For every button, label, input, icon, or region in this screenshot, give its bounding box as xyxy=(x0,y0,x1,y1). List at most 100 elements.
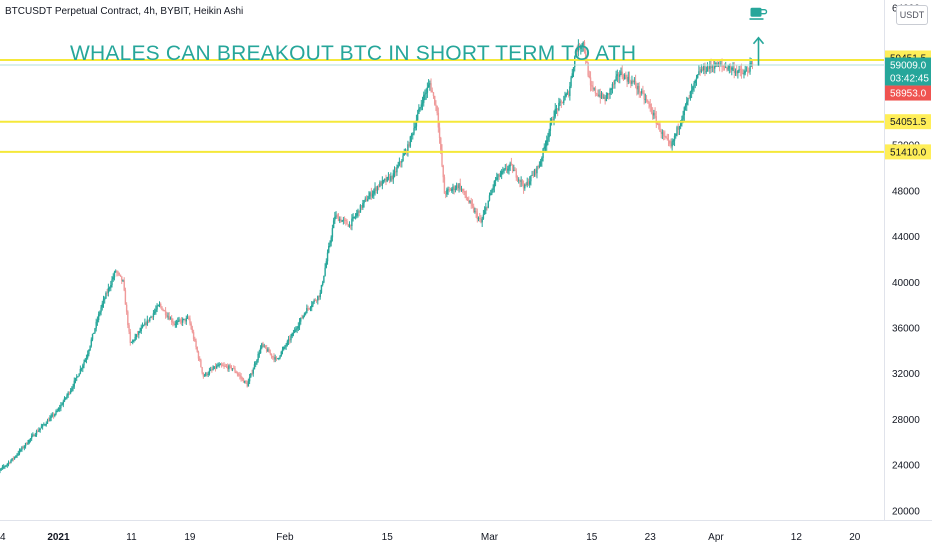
candle-body xyxy=(56,410,58,412)
candle-body xyxy=(0,468,2,470)
candle-body xyxy=(239,375,241,377)
price-tag-level[interactable]: 54051.5 xyxy=(885,114,931,130)
candle-body xyxy=(572,67,575,74)
candle-body xyxy=(441,149,443,166)
candle-body xyxy=(90,339,93,346)
candle-body xyxy=(216,365,218,369)
candle-body xyxy=(264,345,267,349)
candle-body xyxy=(191,328,194,333)
candle-body xyxy=(700,69,703,73)
candle-body xyxy=(328,246,330,253)
candle-body xyxy=(52,414,55,416)
x-tick-label: 19 xyxy=(184,532,196,543)
candle-body xyxy=(43,424,45,426)
candle-body xyxy=(164,310,167,316)
candle-body xyxy=(632,80,634,82)
candle-body xyxy=(546,140,548,146)
candle-body xyxy=(234,368,236,372)
price-tag-countdown[interactable]: 03:42:45 xyxy=(885,70,931,86)
candle-body xyxy=(194,338,196,341)
candle-body xyxy=(283,347,285,350)
candle-body xyxy=(609,89,611,95)
candle-body xyxy=(578,44,581,49)
candle-body xyxy=(207,373,209,375)
candle-body xyxy=(40,426,43,429)
candle-body xyxy=(476,212,479,220)
candle-body xyxy=(659,124,661,132)
candle-body xyxy=(287,338,290,342)
candle-body xyxy=(728,65,731,69)
candle-body xyxy=(649,103,651,107)
price-tag-level[interactable]: 51410.0 xyxy=(885,144,931,160)
coffee-cup-icon[interactable] xyxy=(749,7,768,20)
candle-body xyxy=(89,345,91,351)
candle-body xyxy=(29,438,32,440)
candle-body xyxy=(273,356,275,360)
cup-saucer xyxy=(749,18,764,20)
candle-body xyxy=(722,65,724,67)
candle-body xyxy=(469,201,471,203)
cup-handle xyxy=(761,9,768,15)
price-tag-last[interactable]: 59009.0 xyxy=(885,57,931,73)
candle-body xyxy=(532,174,535,176)
candle-body xyxy=(718,63,721,66)
candle-body xyxy=(172,321,174,324)
price-tag-heikin[interactable]: 58953.0 xyxy=(885,85,931,101)
currency-badge[interactable]: USDT xyxy=(896,5,928,25)
candle-body xyxy=(298,321,301,327)
x-tick-label: Mar xyxy=(481,532,499,543)
candle-body xyxy=(471,203,474,207)
candle-body xyxy=(230,365,233,370)
candle-body xyxy=(218,364,220,366)
candle-body xyxy=(306,308,308,314)
candle-body xyxy=(212,368,214,370)
candle-body xyxy=(723,66,726,68)
candle-body xyxy=(403,153,405,156)
candle-body xyxy=(500,171,503,175)
candle-body xyxy=(85,357,88,360)
candle-body xyxy=(100,307,102,313)
candle-body xyxy=(449,189,452,191)
candle-body xyxy=(701,69,704,71)
candle-body xyxy=(281,349,284,352)
candle-body xyxy=(133,340,135,342)
price-tag-bg xyxy=(885,57,931,73)
candle-body xyxy=(365,198,368,202)
candle-body xyxy=(150,316,152,318)
candle-body xyxy=(307,308,309,310)
candle-body xyxy=(684,104,687,108)
candle-body xyxy=(351,218,353,227)
candle-body xyxy=(163,310,166,312)
candle-body xyxy=(170,318,173,322)
candle-body xyxy=(168,316,170,320)
candle-body xyxy=(709,64,711,69)
candle-body xyxy=(569,86,571,96)
symbol-title[interactable]: BTCUSDT Perpetual Contract, 4h, BYBIT, H… xyxy=(5,6,244,17)
candle-body xyxy=(67,392,69,396)
candle-body xyxy=(295,329,297,331)
candle-body xyxy=(96,320,99,322)
candle-body xyxy=(726,67,728,70)
y-tick-label: 20000 xyxy=(892,506,920,517)
candle-body xyxy=(668,140,671,144)
candle-body xyxy=(219,364,222,366)
candle-body xyxy=(233,368,235,370)
candle-body xyxy=(289,338,291,341)
candle-body xyxy=(102,299,105,304)
candle-body xyxy=(190,323,192,329)
candle-body xyxy=(633,80,636,82)
candle-body xyxy=(421,102,424,105)
candle-body xyxy=(325,261,328,268)
candle-body xyxy=(11,458,13,461)
candle-body xyxy=(124,290,127,305)
candle-body xyxy=(737,71,739,74)
candle-body xyxy=(642,90,644,94)
candle-body xyxy=(278,357,280,359)
headline-annotation[interactable]: WHALES CAN BREAKOUT BTC IN SHORT TERM TO… xyxy=(70,42,637,65)
candle-body xyxy=(10,460,12,463)
candle-body xyxy=(647,100,649,103)
candle-body xyxy=(324,267,326,276)
candle-body xyxy=(80,368,83,370)
candle-body xyxy=(125,304,128,312)
